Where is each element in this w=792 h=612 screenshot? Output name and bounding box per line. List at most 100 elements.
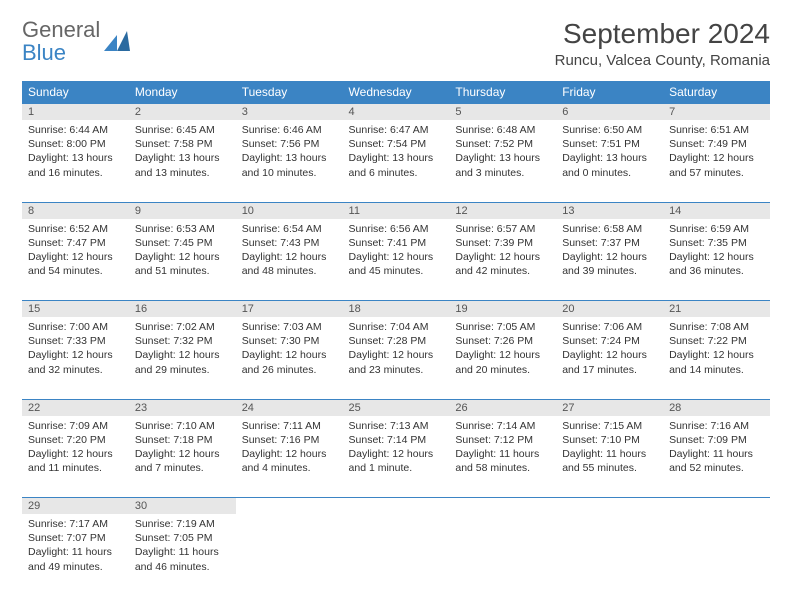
day-number-cell: 9 — [129, 202, 236, 219]
content-row: Sunrise: 6:44 AMSunset: 8:00 PMDaylight:… — [22, 120, 770, 202]
sunrise-line: Sunrise: 7:11 AM — [242, 419, 337, 433]
sunset-line: Sunset: 7:22 PM — [669, 334, 764, 348]
daylight-line: Daylight: 11 hours and 46 minutes. — [135, 545, 230, 573]
sunset-line: Sunset: 7:39 PM — [455, 236, 550, 250]
day-number-cell: 10 — [236, 202, 343, 219]
sunset-line: Sunset: 7:58 PM — [135, 137, 230, 151]
day-content-cell — [343, 514, 450, 596]
sunrise-line: Sunrise: 6:56 AM — [349, 222, 444, 236]
day-content-cell: Sunrise: 6:47 AMSunset: 7:54 PMDaylight:… — [343, 120, 450, 202]
day-content-cell — [663, 514, 770, 596]
day-content-cell: Sunrise: 6:50 AMSunset: 7:51 PMDaylight:… — [556, 120, 663, 202]
sunrise-line: Sunrise: 7:06 AM — [562, 320, 657, 334]
daylight-line: Daylight: 12 hours and 57 minutes. — [669, 151, 764, 179]
day-content-cell: Sunrise: 6:51 AMSunset: 7:49 PMDaylight:… — [663, 120, 770, 202]
day-content-cell: Sunrise: 6:57 AMSunset: 7:39 PMDaylight:… — [449, 219, 556, 301]
sunset-line: Sunset: 7:24 PM — [562, 334, 657, 348]
sunset-line: Sunset: 7:45 PM — [135, 236, 230, 250]
day-number-cell: 18 — [343, 301, 450, 318]
day-content-cell: Sunrise: 6:46 AMSunset: 7:56 PMDaylight:… — [236, 120, 343, 202]
day-number-cell — [663, 498, 770, 515]
day-content-cell: Sunrise: 6:53 AMSunset: 7:45 PMDaylight:… — [129, 219, 236, 301]
daylight-line: Daylight: 13 hours and 3 minutes. — [455, 151, 550, 179]
day-content-cell: Sunrise: 7:11 AMSunset: 7:16 PMDaylight:… — [236, 416, 343, 498]
sunset-line: Sunset: 7:54 PM — [349, 137, 444, 151]
day-number-cell: 22 — [22, 399, 129, 416]
sunrise-line: Sunrise: 6:52 AM — [28, 222, 123, 236]
day-number-cell: 14 — [663, 202, 770, 219]
weekday-header: Friday — [556, 81, 663, 104]
daynum-row: 2930 — [22, 498, 770, 515]
sunset-line: Sunset: 7:47 PM — [28, 236, 123, 250]
sunset-line: Sunset: 7:43 PM — [242, 236, 337, 250]
day-content-cell: Sunrise: 7:08 AMSunset: 7:22 PMDaylight:… — [663, 317, 770, 399]
weekday-header: Wednesday — [343, 81, 450, 104]
sunset-line: Sunset: 7:18 PM — [135, 433, 230, 447]
day-number-cell: 20 — [556, 301, 663, 318]
day-content-cell: Sunrise: 7:19 AMSunset: 7:05 PMDaylight:… — [129, 514, 236, 596]
weekday-header: Saturday — [663, 81, 770, 104]
daylight-line: Daylight: 12 hours and 23 minutes. — [349, 348, 444, 376]
daylight-line: Daylight: 12 hours and 7 minutes. — [135, 447, 230, 475]
logo-line2: Blue — [22, 40, 66, 65]
daylight-line: Daylight: 13 hours and 16 minutes. — [28, 151, 123, 179]
day-number-cell: 24 — [236, 399, 343, 416]
sunset-line: Sunset: 7:32 PM — [135, 334, 230, 348]
sunrise-line: Sunrise: 6:53 AM — [135, 222, 230, 236]
sunrise-line: Sunrise: 7:13 AM — [349, 419, 444, 433]
daylight-line: Daylight: 13 hours and 13 minutes. — [135, 151, 230, 179]
daylight-line: Daylight: 12 hours and 32 minutes. — [28, 348, 123, 376]
day-content-cell: Sunrise: 7:04 AMSunset: 7:28 PMDaylight:… — [343, 317, 450, 399]
day-number-cell: 16 — [129, 301, 236, 318]
sunset-line: Sunset: 7:07 PM — [28, 531, 123, 545]
day-content-cell: Sunrise: 7:09 AMSunset: 7:20 PMDaylight:… — [22, 416, 129, 498]
sunrise-line: Sunrise: 6:59 AM — [669, 222, 764, 236]
day-content-cell: Sunrise: 7:00 AMSunset: 7:33 PMDaylight:… — [22, 317, 129, 399]
day-number-cell: 29 — [22, 498, 129, 515]
logo-line1: General — [22, 17, 100, 42]
daylight-line: Daylight: 12 hours and 17 minutes. — [562, 348, 657, 376]
daylight-line: Daylight: 12 hours and 45 minutes. — [349, 250, 444, 278]
sunrise-line: Sunrise: 6:45 AM — [135, 123, 230, 137]
sunset-line: Sunset: 7:56 PM — [242, 137, 337, 151]
sunset-line: Sunset: 7:33 PM — [28, 334, 123, 348]
day-content-cell: Sunrise: 6:48 AMSunset: 7:52 PMDaylight:… — [449, 120, 556, 202]
sunrise-line: Sunrise: 7:17 AM — [28, 517, 123, 531]
calendar: SundayMondayTuesdayWednesdayThursdayFrid… — [22, 81, 770, 596]
sunset-line: Sunset: 7:09 PM — [669, 433, 764, 447]
daylight-line: Daylight: 12 hours and 11 minutes. — [28, 447, 123, 475]
day-number-cell: 7 — [663, 104, 770, 121]
day-number-cell: 21 — [663, 301, 770, 318]
content-row: Sunrise: 7:09 AMSunset: 7:20 PMDaylight:… — [22, 416, 770, 498]
day-number-cell: 12 — [449, 202, 556, 219]
day-content-cell: Sunrise: 7:05 AMSunset: 7:26 PMDaylight:… — [449, 317, 556, 399]
sunrise-line: Sunrise: 7:16 AM — [669, 419, 764, 433]
day-number-cell: 1 — [22, 104, 129, 121]
daynum-row: 22232425262728 — [22, 399, 770, 416]
sunset-line: Sunset: 7:51 PM — [562, 137, 657, 151]
sunset-line: Sunset: 7:49 PM — [669, 137, 764, 151]
logo-icon — [104, 31, 130, 51]
daylight-line: Daylight: 13 hours and 10 minutes. — [242, 151, 337, 179]
day-number-cell — [236, 498, 343, 515]
daylight-line: Daylight: 11 hours and 55 minutes. — [562, 447, 657, 475]
day-content-cell: Sunrise: 6:52 AMSunset: 7:47 PMDaylight:… — [22, 219, 129, 301]
day-content-cell: Sunrise: 6:56 AMSunset: 7:41 PMDaylight:… — [343, 219, 450, 301]
day-number-cell — [343, 498, 450, 515]
day-content-cell — [556, 514, 663, 596]
sunrise-line: Sunrise: 7:00 AM — [28, 320, 123, 334]
logo: General Blue — [22, 18, 130, 64]
sunset-line: Sunset: 8:00 PM — [28, 137, 123, 151]
daylight-line: Daylight: 12 hours and 54 minutes. — [28, 250, 123, 278]
sunrise-line: Sunrise: 7:09 AM — [28, 419, 123, 433]
day-content-cell: Sunrise: 7:16 AMSunset: 7:09 PMDaylight:… — [663, 416, 770, 498]
sunset-line: Sunset: 7:14 PM — [349, 433, 444, 447]
day-number-cell: 11 — [343, 202, 450, 219]
daylight-line: Daylight: 12 hours and 29 minutes. — [135, 348, 230, 376]
day-content-cell: Sunrise: 6:45 AMSunset: 7:58 PMDaylight:… — [129, 120, 236, 202]
day-content-cell: Sunrise: 7:14 AMSunset: 7:12 PMDaylight:… — [449, 416, 556, 498]
daylight-line: Daylight: 11 hours and 52 minutes. — [669, 447, 764, 475]
day-content-cell: Sunrise: 7:06 AMSunset: 7:24 PMDaylight:… — [556, 317, 663, 399]
daylight-line: Daylight: 12 hours and 1 minute. — [349, 447, 444, 475]
daynum-row: 891011121314 — [22, 202, 770, 219]
